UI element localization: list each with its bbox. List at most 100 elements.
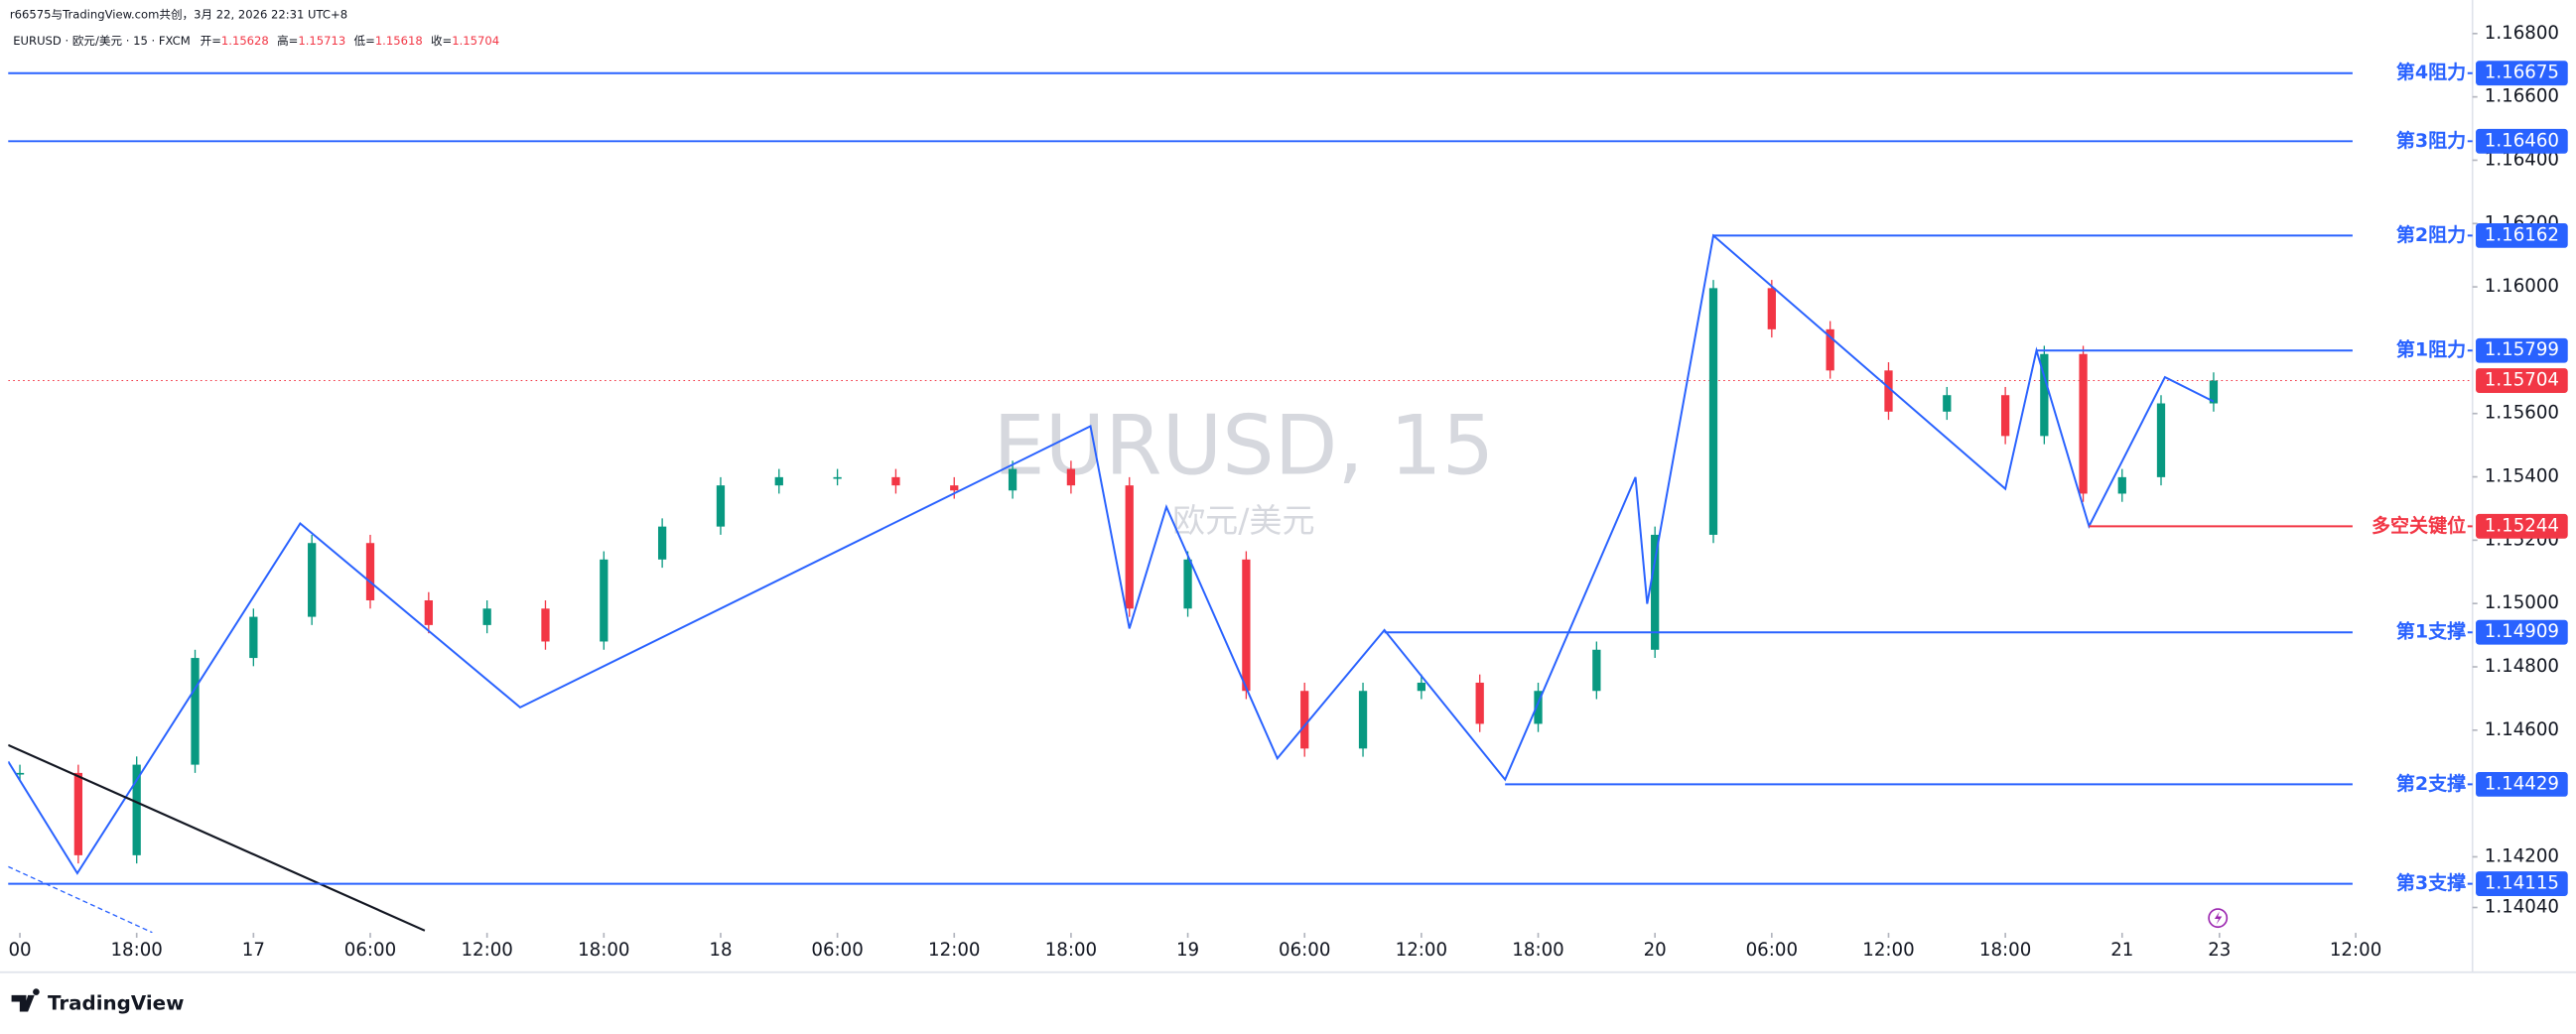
y-tick-label: 1.16600 [2485,86,2559,107]
candle-body [1767,288,1776,329]
candle-body [132,764,141,855]
candle-body [1417,682,1426,692]
candle-body [1066,468,1076,486]
trendline [8,743,426,932]
level-name: 第1支撑 [2396,620,2466,643]
price-label: 1.15704 [2485,370,2559,391]
price-label-bg [2476,61,2568,86]
y-tick-label: 1.16400 [2485,149,2559,170]
level-name-bg [2352,514,2468,538]
x-tick-label: 06:00 [811,940,863,961]
price-label: 1.14909 [2485,621,2559,642]
zigzag [8,233,2215,875]
candle-body [1008,468,1017,491]
price-label-bg [2476,771,2568,797]
candle-body [2209,380,2219,404]
x-tick-label: 21 [2110,940,2133,961]
chart-title: EURUSD · 欧元/美元 · 15 · FXCM [13,34,190,48]
price-label-bg [2476,871,2568,896]
x-tick-label: 23 [2208,940,2231,961]
price-label: 1.16675 [2485,63,2559,83]
candle-body [1884,370,1893,412]
y-tick-label: 1.16000 [2485,276,2559,297]
x-tick-label: 06:00 [1279,940,1330,961]
x-tick-label: 19 [1176,940,1199,961]
price-label: 1.14115 [2485,873,2559,894]
candle-body [1708,288,1718,535]
price-label-bg [2476,222,2568,248]
candle-body [774,476,783,486]
candle-body [249,616,258,659]
price-label-bg [2476,368,2568,393]
ohlc-value: 1.15618 [375,34,423,48]
x-tick-label: 06:00 [1746,940,1798,961]
ohlc-value: 1.15628 [221,34,269,48]
x-tick-label: 18:00 [1512,940,1563,961]
candle-body [1475,682,1484,724]
y-tick-label: 1.15400 [2485,466,2559,487]
lightning-icon [2208,908,2229,929]
candle-body [716,485,726,527]
y-tick-label: 1.14040 [2485,897,2559,918]
candle-body [1943,395,1952,412]
y-tick-label: 1.16800 [2485,23,2559,44]
candle-body [191,658,200,765]
level-name: 第1阻力 [2396,338,2466,361]
candle-body [482,608,491,625]
ohlc-label: 低= [354,34,375,48]
candle-body [541,608,550,642]
y-tick-label: 1.15000 [2485,592,2559,613]
level-name-bg [2352,772,2468,796]
y-tick-label: 1.14800 [2485,656,2559,677]
price-label: 1.14429 [2485,773,2559,794]
level-name-bg [2352,62,2468,85]
price-label-bg [2476,337,2568,363]
candle-body [73,772,83,855]
x-tick-label: 18:00 [1979,940,2031,961]
ohlc-label: 收= [431,34,452,48]
y-tick-label: 1.14600 [2485,719,2559,740]
level-name-bg [2352,129,2468,153]
candle-body [600,559,609,642]
level-name: 第3阻力 [2396,129,2466,152]
x-tick-label: 12:00 [461,940,512,961]
level-name-bg [2352,620,2468,644]
x-tick-label: 12:00 [2330,940,2381,961]
ohlc-label: 开= [201,34,221,48]
trendline [8,865,153,934]
level-name: 第2阻力 [2396,223,2466,246]
y-tick-label: 1.14200 [2485,845,2559,866]
brand-logo [11,988,40,1012]
candle-body [2156,403,2166,477]
price-label: 1.15244 [2485,515,2559,536]
x-tick-label: 00 [8,940,31,961]
brand: TradingView [48,992,184,1015]
price-label: 1.16162 [2485,224,2559,245]
candle-body [424,599,433,625]
ohlc-label: 高= [277,34,298,48]
candle-body [1300,691,1309,749]
price-label-bg [2476,128,2568,154]
price-label: 1.15799 [2485,339,2559,360]
level-name: 第4阻力 [2396,61,2466,83]
watermark-sub: 欧元/美元 [1172,501,1314,540]
candle-body [1534,691,1543,724]
candle-body [2079,353,2088,494]
level-name-bg [2352,223,2468,247]
x-tick-label: 12:00 [1396,940,1447,961]
candle-body [365,543,375,600]
candle-body [1183,559,1192,609]
watermark: EURUSD, 15 [993,398,1494,494]
candle-body [1592,649,1601,692]
price-label-bg [2476,513,2568,539]
candle-body [308,543,317,617]
x-tick-label: 18:00 [1045,940,1097,961]
ohlc-value: 1.15713 [298,34,345,48]
x-tick-label: 18 [709,940,732,961]
candle-body [1242,559,1251,692]
candle-body [2040,353,2049,437]
y-tick-label: 1.15600 [2485,403,2559,424]
candle-body [1651,534,1660,650]
candle-body [2117,476,2126,494]
